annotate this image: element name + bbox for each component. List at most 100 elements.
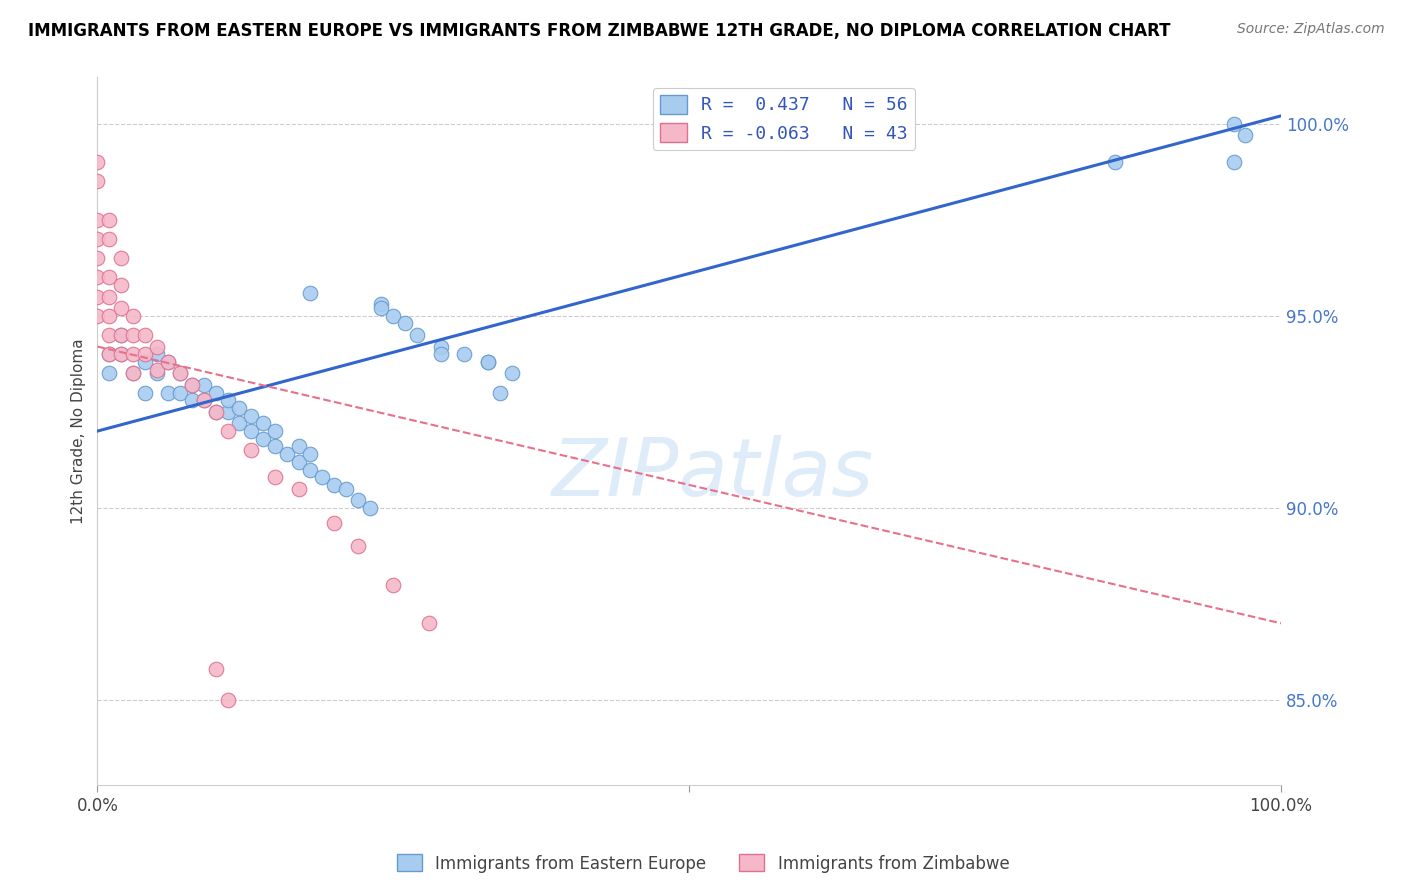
Point bbox=[193, 393, 215, 408]
Point bbox=[501, 367, 523, 381]
Point bbox=[406, 328, 429, 343]
Point bbox=[252, 432, 274, 446]
Point bbox=[110, 301, 132, 315]
Point bbox=[204, 385, 226, 400]
Point bbox=[98, 309, 121, 323]
Point bbox=[359, 500, 381, 515]
Text: Source: ZipAtlas.com: Source: ZipAtlas.com bbox=[1237, 22, 1385, 37]
Point bbox=[98, 289, 121, 303]
Point bbox=[110, 347, 132, 361]
Point bbox=[335, 482, 357, 496]
Point bbox=[346, 493, 368, 508]
Point bbox=[240, 409, 263, 423]
Point bbox=[134, 328, 156, 343]
Y-axis label: 12th Grade, No Diploma: 12th Grade, No Diploma bbox=[72, 338, 86, 524]
Point bbox=[370, 297, 392, 311]
Point bbox=[276, 447, 298, 461]
Point bbox=[252, 417, 274, 431]
Point bbox=[217, 405, 239, 419]
Point bbox=[157, 385, 180, 400]
Point bbox=[121, 367, 143, 381]
Point bbox=[311, 470, 333, 484]
Point bbox=[169, 367, 191, 381]
Point bbox=[287, 440, 309, 454]
Point bbox=[110, 328, 132, 343]
Point bbox=[110, 251, 132, 265]
Point bbox=[477, 355, 499, 369]
Point bbox=[1222, 117, 1244, 131]
Point bbox=[204, 405, 226, 419]
Point bbox=[86, 289, 108, 303]
Point bbox=[98, 347, 121, 361]
Point bbox=[299, 462, 322, 476]
Point bbox=[169, 367, 191, 381]
Point bbox=[169, 385, 191, 400]
Point bbox=[98, 328, 121, 343]
Point bbox=[204, 662, 226, 676]
Point bbox=[1104, 155, 1126, 169]
Point bbox=[264, 440, 287, 454]
Point bbox=[157, 355, 180, 369]
Point bbox=[98, 347, 121, 361]
Point bbox=[299, 447, 322, 461]
Point bbox=[1234, 128, 1257, 142]
Point bbox=[204, 405, 226, 419]
Point bbox=[217, 393, 239, 408]
Point bbox=[121, 347, 143, 361]
Point bbox=[287, 455, 309, 469]
Text: IMMIGRANTS FROM EASTERN EUROPE VS IMMIGRANTS FROM ZIMBABWE 12TH GRADE, NO DIPLOM: IMMIGRANTS FROM EASTERN EUROPE VS IMMIGR… bbox=[28, 22, 1171, 40]
Point bbox=[382, 309, 405, 323]
Point bbox=[86, 232, 108, 246]
Point bbox=[193, 378, 215, 392]
Point bbox=[145, 362, 167, 376]
Point bbox=[323, 516, 346, 531]
Point bbox=[86, 155, 108, 169]
Point bbox=[217, 693, 239, 707]
Point bbox=[1222, 155, 1244, 169]
Point bbox=[429, 347, 451, 361]
Text: ZIPatlas: ZIPatlas bbox=[551, 434, 875, 513]
Point bbox=[217, 424, 239, 438]
Point bbox=[193, 393, 215, 408]
Point bbox=[240, 424, 263, 438]
Point bbox=[134, 355, 156, 369]
Point bbox=[453, 347, 475, 361]
Point bbox=[488, 385, 510, 400]
Point bbox=[323, 478, 346, 492]
Point bbox=[110, 278, 132, 293]
Point bbox=[86, 309, 108, 323]
Point bbox=[394, 317, 416, 331]
Point bbox=[264, 470, 287, 484]
Point bbox=[121, 309, 143, 323]
Legend: Immigrants from Eastern Europe, Immigrants from Zimbabwe: Immigrants from Eastern Europe, Immigran… bbox=[389, 847, 1017, 880]
Point bbox=[86, 251, 108, 265]
Point bbox=[110, 347, 132, 361]
Point bbox=[145, 367, 167, 381]
Point bbox=[121, 367, 143, 381]
Point bbox=[145, 339, 167, 353]
Point bbox=[382, 578, 405, 592]
Point bbox=[98, 212, 121, 227]
Point bbox=[98, 270, 121, 285]
Point bbox=[98, 232, 121, 246]
Point bbox=[287, 482, 309, 496]
Point bbox=[134, 385, 156, 400]
Point bbox=[98, 367, 121, 381]
Point bbox=[86, 270, 108, 285]
Point bbox=[240, 443, 263, 458]
Point bbox=[228, 417, 250, 431]
Point bbox=[299, 285, 322, 300]
Legend: R =  0.437   N = 56, R = -0.063   N = 43: R = 0.437 N = 56, R = -0.063 N = 43 bbox=[652, 88, 915, 150]
Point bbox=[429, 339, 451, 353]
Point bbox=[181, 378, 204, 392]
Point bbox=[121, 328, 143, 343]
Point bbox=[477, 355, 499, 369]
Point bbox=[346, 540, 368, 554]
Point bbox=[86, 212, 108, 227]
Point bbox=[370, 301, 392, 315]
Point bbox=[145, 347, 167, 361]
Point bbox=[181, 378, 204, 392]
Point bbox=[181, 393, 204, 408]
Point bbox=[110, 328, 132, 343]
Point bbox=[228, 401, 250, 415]
